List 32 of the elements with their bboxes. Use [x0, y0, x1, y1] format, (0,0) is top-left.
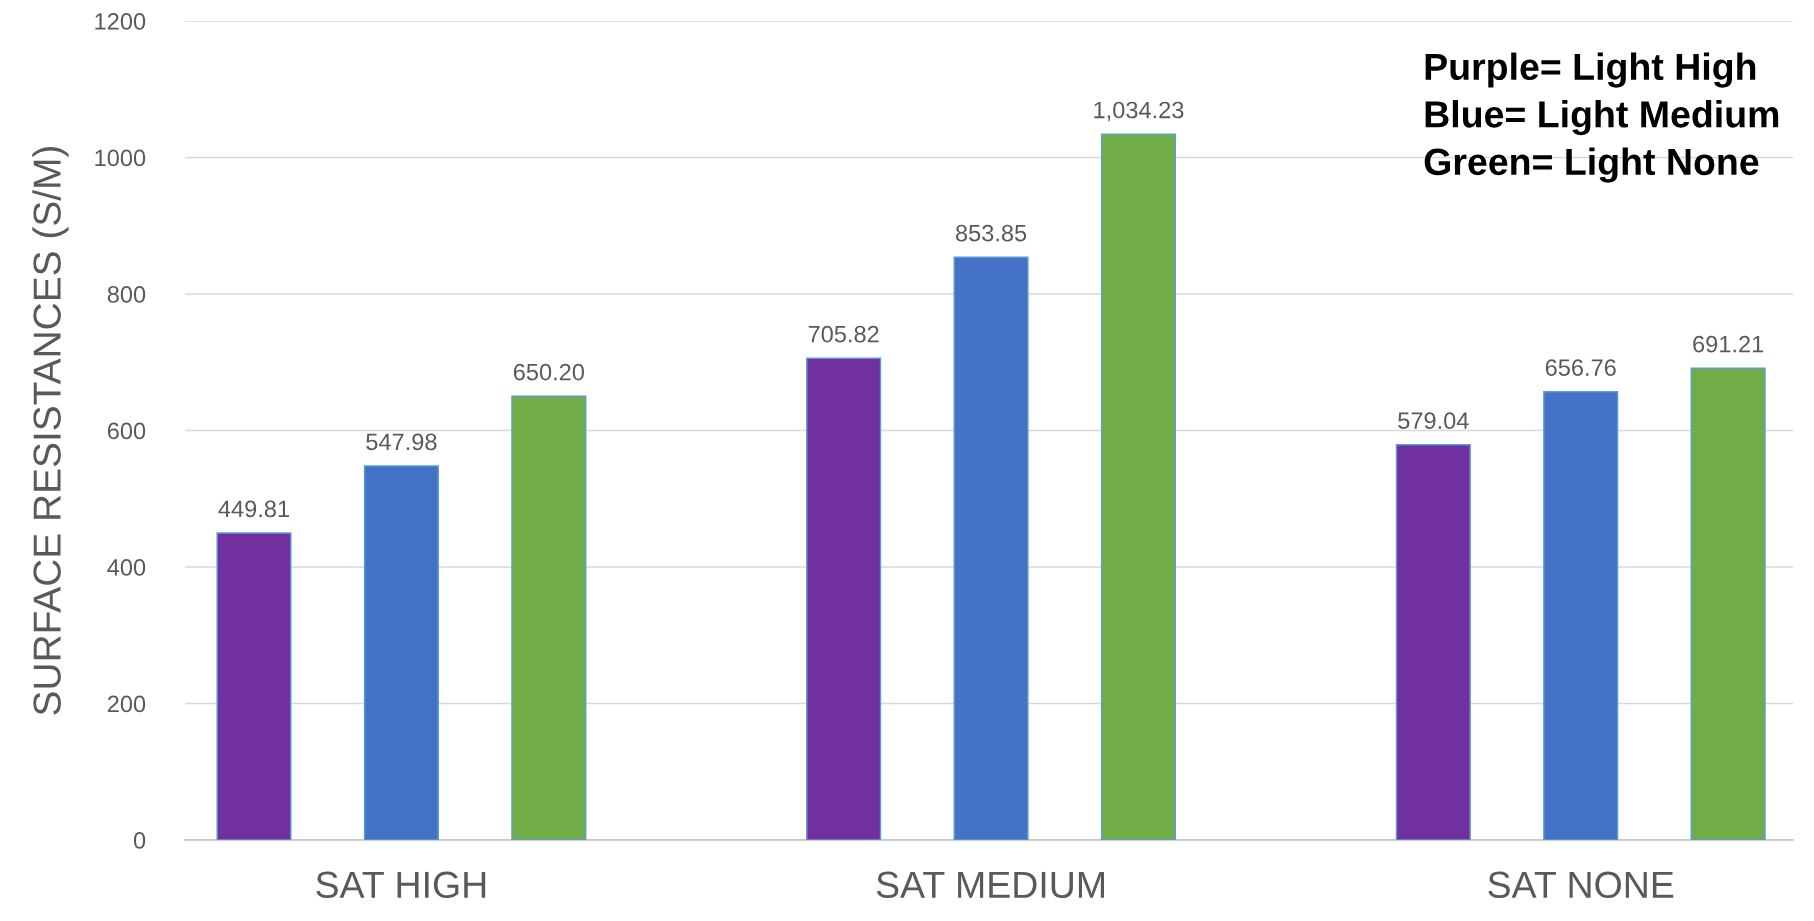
bar: [511, 395, 587, 840]
y-tick-label: 600: [107, 422, 146, 440]
y-tick-label: 800: [107, 286, 146, 303]
data-label: 705.82: [808, 325, 879, 343]
annotation: Blue= Light Medium: [1425, 100, 1779, 136]
data-label: 656.76: [1545, 359, 1616, 376]
data-label: 650.20: [513, 363, 585, 381]
y-tick-label: 1200: [95, 13, 146, 30]
bar: [216, 532, 292, 840]
bar: [1690, 367, 1766, 840]
bar: [363, 465, 439, 840]
y-tick-label: 1000: [95, 149, 146, 167]
x-tick-label: SAT NONE: [1488, 871, 1674, 899]
annotation: Green= Light None: [1424, 147, 1759, 183]
x-tick-label: SAT HIGH: [316, 871, 486, 899]
bar: [806, 357, 882, 840]
y-tick-label: 0: [133, 832, 146, 849]
data-label: 691.21: [1693, 335, 1764, 353]
data-label: 449.81: [218, 500, 289, 518]
data-label: 853.85: [955, 224, 1027, 242]
annotation: Purple= Light High: [1425, 52, 1756, 88]
y-axis-title: SURFACE RESISTANCES (S/M): [32, 146, 69, 715]
bar: [953, 256, 1029, 840]
data-label: 547.98: [366, 433, 437, 451]
bar: [1543, 391, 1619, 840]
y-tick-label: 200: [107, 695, 146, 713]
x-tick-label: SAT MEDIUM: [876, 871, 1104, 899]
y-tick-label: 400: [107, 559, 146, 576]
bar: [1100, 133, 1177, 840]
data-label: 1,034.23: [1094, 101, 1184, 122]
data-label: 579.04: [1398, 412, 1469, 430]
bar: [1395, 444, 1471, 840]
